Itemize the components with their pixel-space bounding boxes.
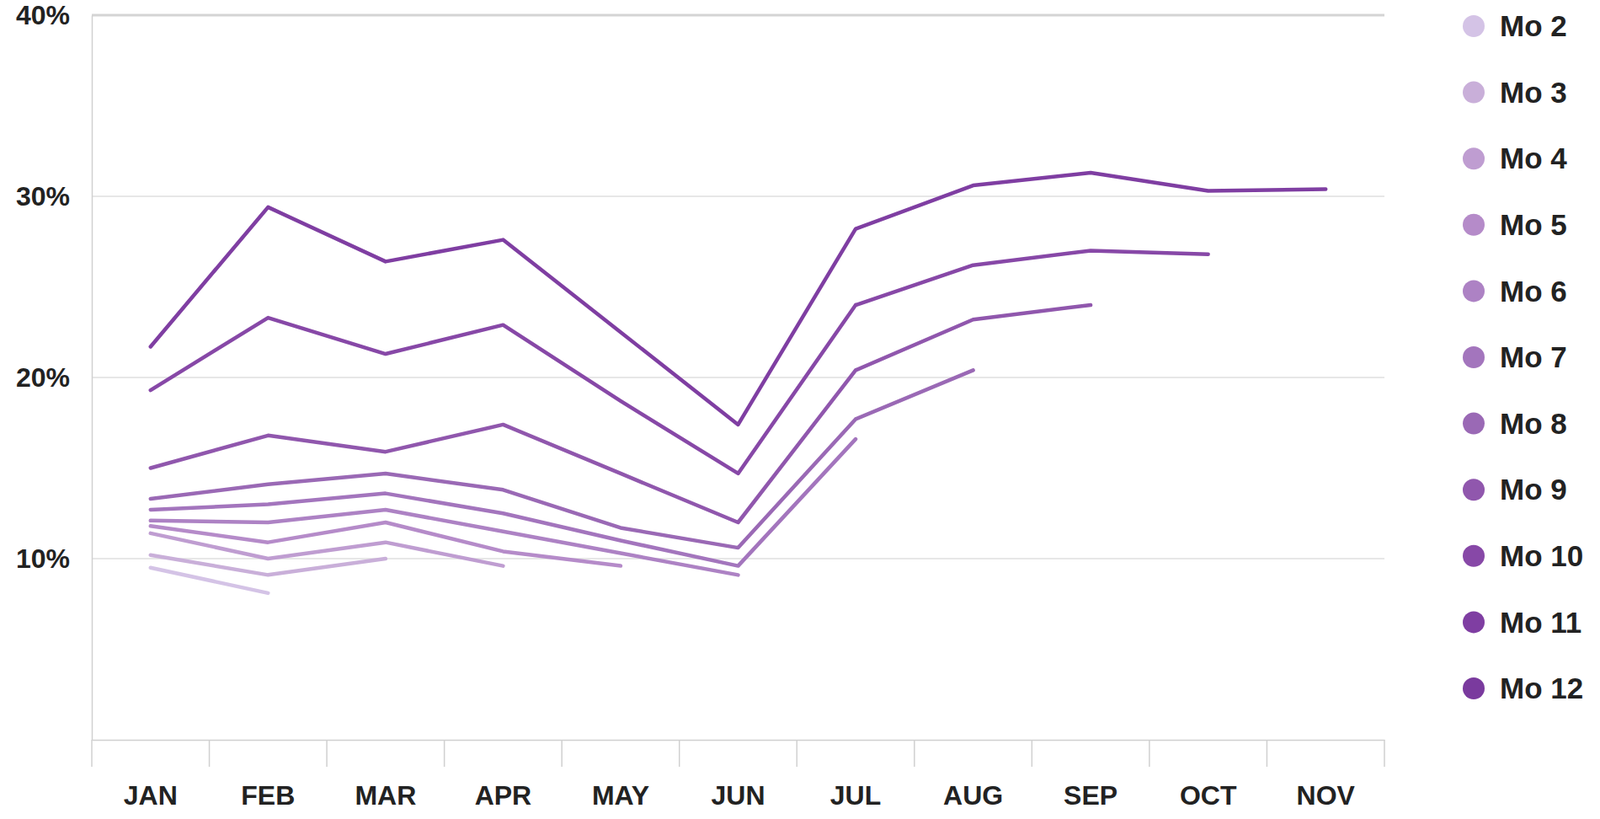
grid <box>91 15 1385 559</box>
chart: 10% 20% 30% 40% JAN FEB MAR APR MAY JUN JUL AUG SEP O… <box>0 0 1600 819</box>
y-tick-label: 20% <box>16 362 70 393</box>
band-divider <box>796 739 799 767</box>
series-line <box>150 304 1091 523</box>
legend-label: Mo 2 <box>1499 9 1568 43</box>
x-tick: OCT <box>1179 739 1238 811</box>
legend-swatch <box>1462 213 1485 236</box>
legend-label: Mo 10 <box>1499 538 1584 572</box>
x-tick: SEP <box>1063 739 1118 811</box>
legend-label: Mo 12 <box>1499 671 1584 704</box>
band-divider <box>443 739 446 767</box>
grid-line <box>91 195 1385 197</box>
y-tick: 10% <box>16 543 92 574</box>
y-axis: 10% 20% 30% 40% <box>16 0 93 741</box>
legend-swatch <box>1462 15 1485 38</box>
band-divider <box>560 739 563 767</box>
x-tick: MAR <box>354 739 416 811</box>
x-tick: JUN <box>710 739 765 811</box>
x-tick-label: MAY <box>592 779 650 811</box>
lines <box>150 172 1326 593</box>
legend-label: Mo 3 <box>1499 75 1568 109</box>
x-tick-label: NOV <box>1296 779 1356 811</box>
legend-item: Mo 9 <box>1462 472 1568 506</box>
legend-label: Mo 8 <box>1499 406 1568 440</box>
legend-item: Mo 12 <box>1462 671 1584 704</box>
legend-swatch <box>1462 677 1485 699</box>
legend-label: Mo 11 <box>1499 605 1582 639</box>
grid-line <box>91 557 1385 559</box>
legend-item: Mo 11 <box>1462 605 1582 639</box>
x-tick: FEB <box>240 739 295 811</box>
legend-item: Mo 6 <box>1462 274 1568 308</box>
band-divider <box>913 739 916 767</box>
x-axis-line <box>92 739 1386 742</box>
y-tick: 40% <box>16 0 92 31</box>
legend-swatch <box>1462 147 1485 170</box>
x-tick-label: SEP <box>1063 779 1118 811</box>
legend-swatch <box>1462 346 1485 368</box>
x-tick-label: AUG <box>943 779 1003 811</box>
y-tick-label: 40% <box>16 0 70 31</box>
legend-item: Mo 4 <box>1462 141 1568 175</box>
y-tick-label: 30% <box>16 181 70 212</box>
y-axis-line <box>91 16 94 741</box>
x-tick-label: JUL <box>830 779 881 811</box>
x-tick: AUG <box>943 739 1003 811</box>
legend-label: Mo 5 <box>1499 208 1568 241</box>
y-tick: 20% <box>16 362 92 393</box>
band-divider <box>90 739 93 767</box>
x-tick: JUL <box>830 739 881 811</box>
legend-swatch <box>1462 478 1485 501</box>
x-axis: JAN FEB MAR APR MAY JUN JUL AUG SEP OCT NOV <box>91 739 1386 811</box>
grid-line <box>91 376 1385 378</box>
legend-label: Mo 6 <box>1499 274 1568 308</box>
legend-label: Mo 7 <box>1499 340 1568 374</box>
band-divider <box>1148 739 1151 767</box>
grid-line <box>91 14 1385 17</box>
legend-item: Mo 10 <box>1462 538 1584 572</box>
band-divider <box>325 739 328 767</box>
series-line <box>150 509 739 575</box>
x-tick: APR <box>474 739 533 811</box>
x-tick-label: JAN <box>123 779 178 811</box>
band-divider <box>1266 739 1269 767</box>
legend-label: Mo 9 <box>1499 472 1568 506</box>
plot: 10% 20% 30% 40% JAN FEB MAR APR MAY JUN JUL AUG SEP O… <box>16 0 1386 811</box>
legend-item: Mo 5 <box>1462 208 1568 241</box>
legend-label: Mo 4 <box>1499 141 1568 175</box>
legend-item: Mo 8 <box>1462 406 1568 440</box>
x-tick: JAN <box>123 739 178 811</box>
series-line <box>150 369 974 548</box>
band-divider <box>1383 739 1386 767</box>
legend: Mo 2 Mo 3 Mo 4 Mo 5 Mo 6 Mo 7 Mo 8 Mo 9 Mo 10 Mo … <box>1462 9 1584 704</box>
x-tick-label: FEB <box>240 779 295 811</box>
legend-swatch <box>1462 610 1485 633</box>
series-line <box>150 522 621 566</box>
y-tick: 30% <box>16 181 92 212</box>
legend-item: Mo 7 <box>1462 340 1568 374</box>
band-divider <box>208 739 211 767</box>
y-tick-label: 10% <box>16 543 70 574</box>
legend-item: Mo 3 <box>1462 75 1568 109</box>
series-line <box>150 250 1209 474</box>
x-tick: MAY <box>592 739 650 811</box>
legend-swatch <box>1462 81 1485 104</box>
x-tick-label: JUN <box>710 779 765 811</box>
series-line <box>150 172 1326 425</box>
x-tick-label: APR <box>474 779 533 811</box>
legend-swatch <box>1462 412 1485 435</box>
band-divider <box>1031 739 1034 767</box>
legend-swatch <box>1462 279 1485 302</box>
band-dividers <box>91 739 1385 767</box>
legend-item: Mo 2 <box>1462 9 1568 43</box>
x-tick-label: MAR <box>354 779 416 811</box>
x-tick: NOV <box>1296 739 1356 811</box>
legend-swatch <box>1462 544 1485 567</box>
band-divider <box>678 739 681 767</box>
x-tick-label: OCT <box>1179 779 1238 811</box>
